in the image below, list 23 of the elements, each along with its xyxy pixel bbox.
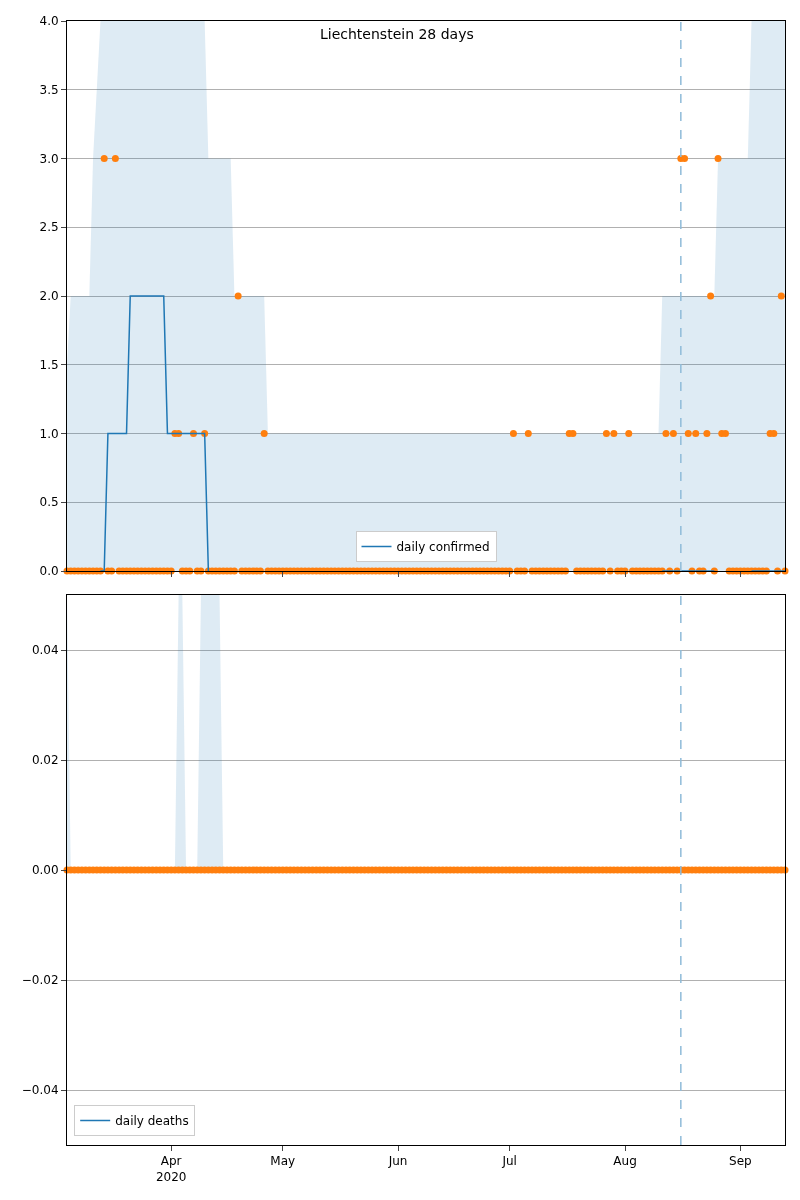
x-tick-label: Jul bbox=[501, 1154, 517, 1169]
y-tick-label: 0.00 bbox=[31, 863, 59, 878]
y-tick-label: 0.5 bbox=[39, 495, 59, 510]
legend-label: daily confirmed bbox=[396, 540, 490, 555]
y-tick-label: 3.0 bbox=[39, 151, 59, 166]
y-tick-label: 1.5 bbox=[39, 357, 59, 372]
y-tick-label: 0.04 bbox=[31, 643, 59, 658]
y-tick-label: 4.0 bbox=[39, 14, 59, 29]
x-tick-label: Jun bbox=[387, 1154, 408, 1169]
y-tick-label: 2.0 bbox=[39, 289, 59, 304]
y-tick-label: 0.02 bbox=[31, 753, 59, 768]
y-tick-label: −0.02 bbox=[21, 973, 59, 988]
x-tick-label: Sep bbox=[729, 1154, 752, 1169]
legend-label: daily deaths bbox=[115, 1114, 189, 1129]
y-tick-label: 1.0 bbox=[39, 426, 59, 441]
y-tick-label: 3.5 bbox=[39, 82, 59, 97]
chart-title: Liechtenstein 28 days bbox=[320, 26, 474, 42]
x-tick-label: Aug bbox=[613, 1154, 637, 1169]
x-tick-label: May bbox=[270, 1154, 296, 1169]
y-tick-label: −0.04 bbox=[21, 1083, 59, 1098]
y-tick-label: 0.0 bbox=[39, 564, 59, 579]
x-tick-label: Apr 2020 bbox=[155, 1154, 187, 1184]
y-tick-label: 2.5 bbox=[39, 220, 59, 235]
